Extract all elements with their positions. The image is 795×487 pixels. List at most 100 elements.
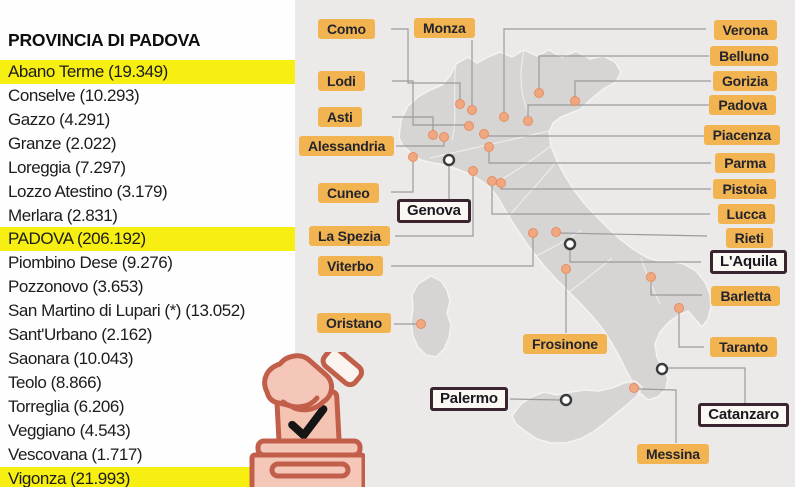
ballot-box-icon — [249, 352, 365, 487]
connector-barletta — [650, 282, 702, 296]
map-label-catanzaro: Catanzaro — [698, 403, 789, 427]
connector-palermo — [509, 398, 561, 401]
map-label-lucca: Lucca — [717, 204, 775, 224]
marker-frosinone — [561, 264, 571, 274]
municipality-row-lozzo-atestino: Lozzo Atestino (3.179) — [8, 181, 168, 201]
connector-la-spezia — [395, 176, 474, 237]
marker-catanzaro-ring — [655, 362, 669, 376]
province-title: PROVINCIA DI PADOVA — [8, 30, 201, 50]
map-label-laquila: L'Aquila — [710, 250, 787, 274]
marker-pistoia — [496, 178, 506, 188]
marker-barletta — [646, 272, 656, 282]
connector-verona — [503, 28, 706, 112]
map-label-parma: Parma — [715, 153, 775, 173]
municipality-row-pozzonovo: Pozzonovo (3.653) — [8, 277, 144, 297]
marker-palermo-ring — [559, 393, 573, 407]
hand-knuckle-line — [280, 395, 320, 410]
municipality-row-merlara: Merlara (2.831) — [8, 205, 118, 225]
marker-lucca — [487, 176, 497, 186]
region-sardinia — [410, 275, 452, 358]
map-label-gorizia: Gorizia — [712, 71, 777, 91]
map-label-verona: Verona — [713, 20, 777, 40]
municipality-row-vigonza: Vigonza (21.993) — [0, 466, 295, 487]
marker-viterbo — [528, 228, 538, 238]
municipality-row-gazzo: Gazzo (4.291) — [8, 109, 110, 129]
marker-como — [455, 99, 465, 109]
map-label-como: Como — [318, 19, 375, 39]
marker-rieti — [551, 227, 561, 237]
ballot-box-slot — [269, 461, 351, 479]
connector-taranto — [678, 313, 704, 348]
municipality-row-san-martino-di-lupari: San Martino di Lupari (*) (13.052) — [8, 301, 245, 321]
municipality-row-padova: PADOVA (206.192) — [0, 227, 295, 252]
municipality-row-saonara: Saonara (10.043) — [8, 349, 134, 369]
marker-parma — [484, 142, 494, 152]
map-label-taranto: Taranto — [710, 337, 777, 357]
connector-belluno — [538, 55, 709, 98]
map-label-messina: Messina — [637, 444, 709, 464]
connector-asti — [392, 116, 434, 131]
map-label-lodi: Lodi — [318, 71, 365, 91]
map-label-cuneo: Cuneo — [318, 183, 379, 203]
marker-oristano — [416, 319, 426, 329]
marker-taranto — [674, 303, 684, 313]
connector-lodi — [392, 80, 465, 126]
map-label-asti: Asti — [318, 107, 362, 127]
connector-messina — [638, 388, 677, 443]
marker-monza — [467, 105, 477, 115]
marker-padova — [523, 116, 533, 126]
connector-catanzaro — [668, 367, 746, 406]
map-label-genova: Genova — [397, 199, 471, 223]
marker-alessandria — [439, 132, 449, 142]
municipality-row-granze: Granze (2.022) — [8, 133, 117, 153]
marker-belluno — [534, 88, 544, 98]
map-label-oristano: Oristano — [317, 313, 391, 333]
map-label-la-spezia: La Spezia — [309, 226, 390, 246]
map-label-piacenza: Piacenza — [703, 125, 780, 145]
map-label-barletta: Barletta — [711, 286, 780, 306]
map-label-belluno: Belluno — [710, 46, 778, 66]
marker-cuneo — [408, 152, 418, 162]
municipality-row-teolo: Teolo (8.866) — [8, 372, 102, 392]
municipality-row-abano-terme: Abano Terme (19.349) — [0, 60, 295, 84]
marker-laquila-ring — [563, 237, 577, 251]
connector-laquila — [569, 249, 701, 263]
marker-la-spezia — [468, 166, 478, 176]
marker-gorizia — [570, 96, 580, 106]
map-label-rieti: Rieti — [725, 228, 773, 248]
province-panel: PROVINCIA DI PADOVA Abano Terme (19.349)… — [0, 0, 295, 487]
city-markers — [408, 88, 684, 407]
municipality-row-loreggia: Loreggia (7.297) — [8, 157, 126, 177]
map-label-pistoia: Pistoia — [713, 179, 776, 199]
municipality-row-conselve: Conselve (10.293) — [8, 85, 140, 105]
map-label-frosinone: Frosinone — [523, 334, 607, 354]
map-label-palermo: Palermo — [430, 387, 508, 411]
checkmark-icon — [288, 405, 328, 440]
connector-alessandria — [396, 141, 445, 147]
connector-parma — [488, 152, 711, 164]
connector-padova — [527, 104, 709, 116]
marker-verona — [499, 112, 509, 122]
ballot-card-in-hand — [320, 352, 365, 388]
map-label-alessandria: Alessandria — [299, 136, 395, 156]
marker-messina — [629, 383, 639, 393]
municipality-row-veggiano: Veggiano (4.543) — [8, 420, 131, 440]
municipality-list: Abano Terme (19.349) Conselve (10.293) G… — [0, 60, 295, 487]
marker-piacenza — [479, 129, 489, 139]
municipality-row-piombino-dese: Piombino Dese (9.276) — [8, 253, 173, 273]
municipality-row-torreglia: Torreglia (6.206) — [8, 396, 125, 416]
map-label-viterbo: Viterbo — [318, 256, 383, 276]
map-label-padova: Padova — [709, 95, 776, 115]
map-label-monza: Monza — [414, 18, 475, 38]
municipality-row-vescovana: Vescovana (1.717) — [8, 444, 143, 464]
connector-como — [391, 28, 461, 100]
region-sicily — [511, 380, 643, 444]
connector-cuneo — [391, 161, 414, 193]
connector-viterbo — [391, 238, 534, 267]
marker-lodi — [464, 121, 474, 131]
municipality-row-sant-urbano: Sant'Urbano (2.162) — [8, 325, 153, 345]
marker-genova-ring — [442, 153, 456, 167]
connector-rieti — [559, 232, 708, 237]
